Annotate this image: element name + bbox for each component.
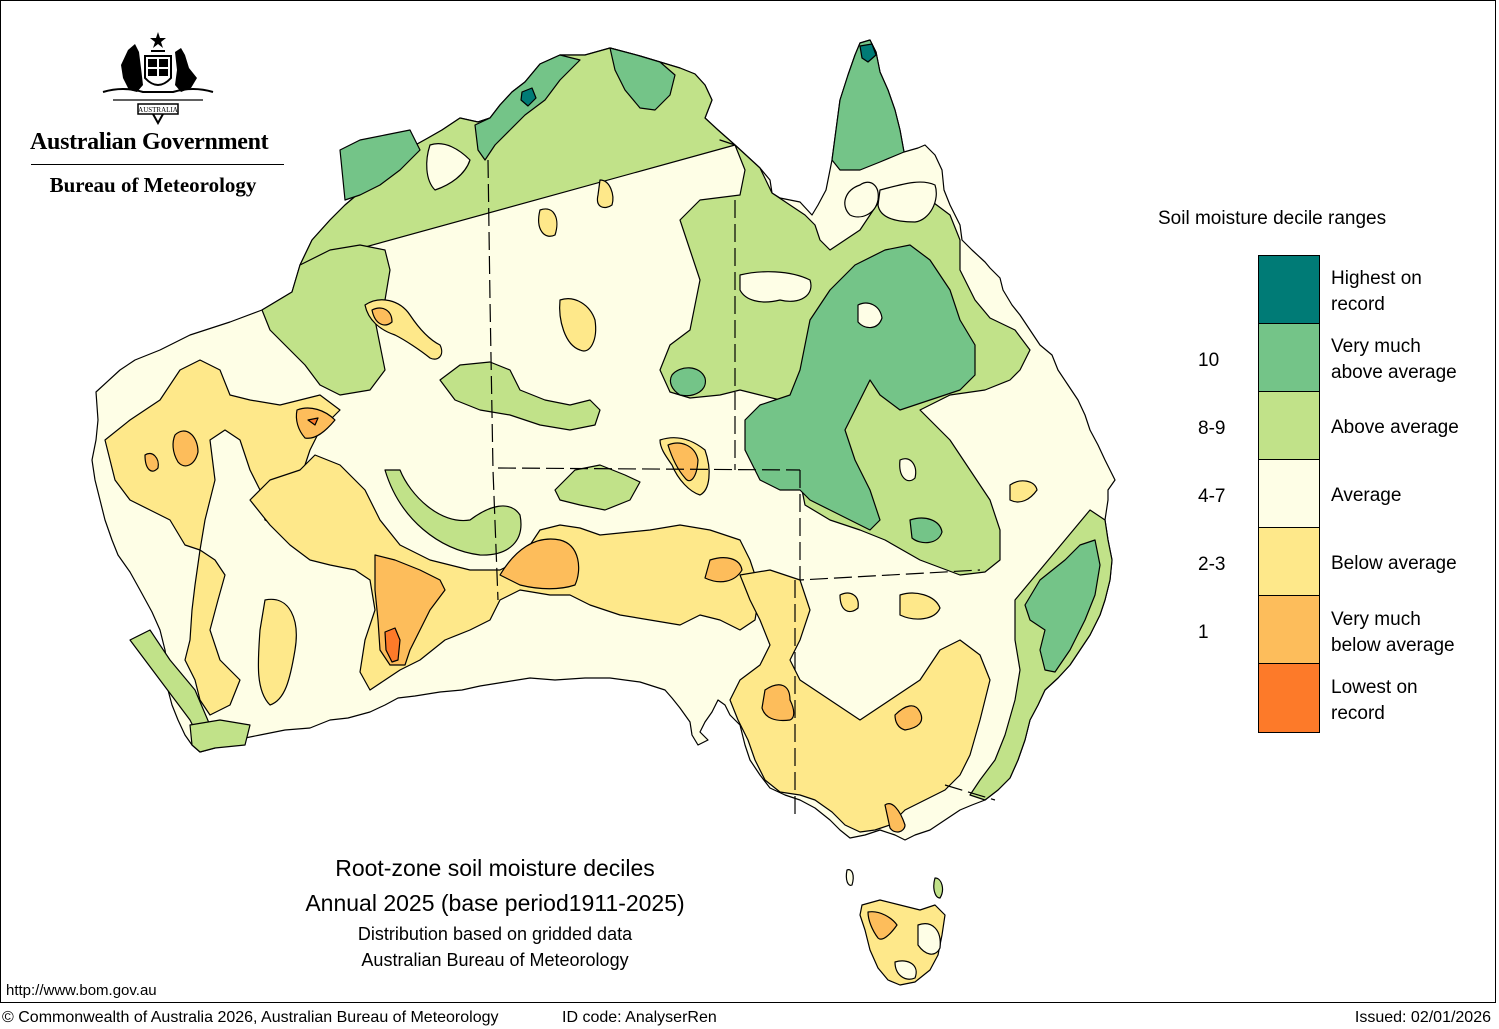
svg-text:AUSTRALIA: AUSTRALIA [138, 106, 178, 114]
copyright-notice: © Commonwealth of Australia 2026, Austra… [2, 1009, 499, 1026]
legend-swatch-above [1259, 392, 1319, 460]
legend-label-below: Below average [1331, 553, 1457, 574]
bureau-name: Bureau of Meteorology [49, 173, 257, 197]
legend-label-above: Above average [1331, 417, 1459, 438]
legend-colorbar [1258, 255, 1320, 733]
map-title: Root-zone soil moisture deciles [335, 855, 655, 881]
id-code: ID code: AnalyserRen [562, 1009, 717, 1026]
legend-label-very-much-above: Very much above average [1331, 336, 1457, 383]
bom-url-link[interactable]: http://www.bom.gov.au [6, 982, 157, 999]
legend-label-lowest: Lowest on record [1331, 677, 1418, 724]
legend-range-8-9: 8-9 [1198, 418, 1226, 439]
coat-of-arms-icon: AUSTRALIA [102, 32, 214, 125]
map-title-block: Root-zone soil moisture deciles Annual 2… [230, 855, 760, 973]
legend-label-highest: Highest on record [1331, 268, 1422, 315]
legend-swatch-below [1259, 528, 1319, 596]
legend-swatch-lowest [1259, 664, 1319, 732]
logo-divider [31, 164, 284, 165]
legend-title: Soil moisture decile ranges [1158, 208, 1387, 229]
map-distribution-note: Distribution based on gridded data [357, 924, 633, 944]
legend-range-1: 1 [1198, 622, 1209, 643]
map-period: Annual 2025 (base period1911-2025) [305, 890, 685, 916]
legend-range-10: 10 [1198, 350, 1220, 371]
legend-swatch-highest [1259, 256, 1319, 324]
legend-swatch-very-much-below [1259, 596, 1319, 664]
legend-label-very-much-below: Very much below average [1331, 609, 1455, 656]
map-frame [0, 0, 1496, 1003]
legend-range-2-3: 2-3 [1198, 554, 1226, 575]
legend-swatch-average [1259, 460, 1319, 528]
australia-decile-map [91, 39, 1116, 986]
legend-swatch-very-much-above [1259, 324, 1319, 392]
map-source: Australian Bureau of Meteorology [361, 950, 629, 970]
issued-date: Issued: 02/01/2026 [1354, 1009, 1491, 1026]
legend-range-4-7: 4-7 [1198, 486, 1226, 507]
government-logo: AUSTRALIA Australian Government Bureau o… [28, 30, 288, 198]
government-name: Australian Government [30, 129, 269, 155]
legend-label-average: Average [1331, 485, 1402, 506]
